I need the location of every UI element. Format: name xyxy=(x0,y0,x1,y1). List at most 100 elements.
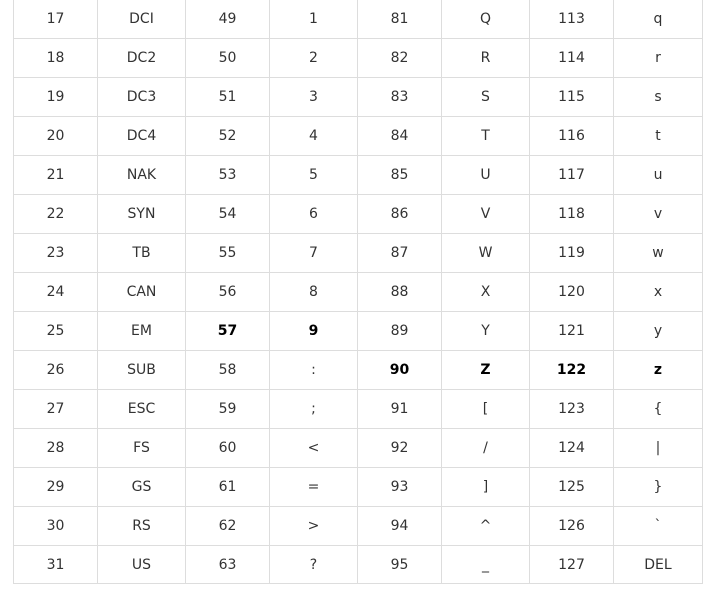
table-cell-char: DEL xyxy=(613,545,703,584)
ascii-table: 17 DCI 49 1 81 Q 113 q 18 DC2 50 2 82 R 114 r 19 DC3 51 3 83… xyxy=(13,0,703,584)
table-cell-char: { xyxy=(613,389,703,429)
table-cell-char: DC3 xyxy=(97,77,186,117)
table-cell-char: GS xyxy=(97,467,186,507)
table-row: 31 US 63? 95 _ 127 DEL xyxy=(13,545,703,584)
table-cell-char: ? xyxy=(269,545,358,584)
table-cell-char: T xyxy=(441,116,530,156)
table-row: 24 CAN 56 8 88 X 120 x xyxy=(13,272,703,312)
table-cell-decimal: 60 xyxy=(185,428,270,468)
table-cell-decimal: 81 xyxy=(357,0,442,39)
table-cell-decimal: 124 xyxy=(529,428,614,468)
table-cell-decimal: 120 xyxy=(529,272,614,312)
table-cell-decimal: 126 xyxy=(529,506,614,546)
table-cell-char: z xyxy=(613,350,703,390)
table-cell-decimal: 93 xyxy=(357,467,442,507)
table-cell-decimal: 63 xyxy=(185,545,270,584)
table-cell-char: CAN xyxy=(97,272,186,312)
table-row: 17 DCI 49 1 81 Q 113 q xyxy=(13,0,703,39)
table-cell-decimal: 91 xyxy=(357,389,442,429)
table-cell-decimal: 88 xyxy=(357,272,442,312)
table-cell-decimal: 117 xyxy=(529,155,614,195)
table-row: 19 DC3 51 3 83 S 115 s xyxy=(13,77,703,117)
table-cell-char: s xyxy=(613,77,703,117)
table-cell-char: | xyxy=(613,428,703,468)
table-cell-decimal: 58 xyxy=(185,350,270,390)
table-cell-decimal: 125 xyxy=(529,467,614,507)
table-cell-char: 8 xyxy=(269,272,358,312)
table-cell-char: US xyxy=(97,545,186,584)
table-cell-char: u xyxy=(613,155,703,195)
table-cell-decimal: 84 xyxy=(357,116,442,156)
table-cell-decimal: 31 xyxy=(13,545,98,584)
table-cell-decimal: 94 xyxy=(357,506,442,546)
table-cell-decimal: 17 xyxy=(13,0,98,39)
table-cell-decimal: 29 xyxy=(13,467,98,507)
table-row: 18 DC2 50 2 82 R 114 r xyxy=(13,38,703,78)
table-cell-char: R xyxy=(441,38,530,78)
table-cell-decimal: 90 xyxy=(357,350,442,390)
table-cell-char: v xyxy=(613,194,703,234)
table-cell-char: < xyxy=(269,428,358,468)
table-cell-char: U xyxy=(441,155,530,195)
table-cell-decimal: 115 xyxy=(529,77,614,117)
table-cell-char: = xyxy=(269,467,358,507)
table-cell-decimal: 87 xyxy=(357,233,442,273)
table-cell-decimal: 83 xyxy=(357,77,442,117)
table-row: 27 ESC 59; 91[123{ xyxy=(13,389,703,429)
table-cell-char: y xyxy=(613,311,703,351)
table-row: 23 TB 55 7 87 W 119 w xyxy=(13,233,703,273)
table-cell-decimal: 119 xyxy=(529,233,614,273)
table-cell-decimal: 27 xyxy=(13,389,98,429)
table-row: 22 SYN 54 6 86 V 118 v xyxy=(13,194,703,234)
table-cell-char: : xyxy=(269,350,358,390)
table-cell-char: ] xyxy=(441,467,530,507)
table-cell-char: 1 xyxy=(269,0,358,39)
table-cell-char: 4 xyxy=(269,116,358,156)
table-cell-char: 5 xyxy=(269,155,358,195)
table-row: 28 FS 60 <92/124 | xyxy=(13,428,703,468)
table-cell-decimal: 19 xyxy=(13,77,98,117)
table-cell-char: EM xyxy=(97,311,186,351)
table-cell-decimal: 121 xyxy=(529,311,614,351)
table-cell-char: > xyxy=(269,506,358,546)
table-cell-char: 7 xyxy=(269,233,358,273)
table-cell-char: [ xyxy=(441,389,530,429)
table-cell-decimal: 50 xyxy=(185,38,270,78)
table-cell-char: DC2 xyxy=(97,38,186,78)
table-cell-decimal: 22 xyxy=(13,194,98,234)
table-cell-decimal: 57 xyxy=(185,311,270,351)
table-cell-char: 6 xyxy=(269,194,358,234)
table-cell-char: V xyxy=(441,194,530,234)
table-cell-char: } xyxy=(613,467,703,507)
table-cell-decimal: 54 xyxy=(185,194,270,234)
table-cell-decimal: 92 xyxy=(357,428,442,468)
table-cell-char: r xyxy=(613,38,703,78)
table-cell-decimal: 26 xyxy=(13,350,98,390)
table-cell-char: q xyxy=(613,0,703,39)
table-cell-char: TB xyxy=(97,233,186,273)
table-row: 25 EM 57 9 89 Y 121 y xyxy=(13,311,703,351)
table-cell-decimal: 55 xyxy=(185,233,270,273)
table-cell-char: x xyxy=(613,272,703,312)
table-cell-char: 3 xyxy=(269,77,358,117)
table-row: 26 SUB 58:90 Z 122 z xyxy=(13,350,703,390)
table-cell-decimal: 49 xyxy=(185,0,270,39)
table-cell-decimal: 25 xyxy=(13,311,98,351)
table-cell-decimal: 28 xyxy=(13,428,98,468)
table-cell-decimal: 61 xyxy=(185,467,270,507)
table-cell-decimal: 118 xyxy=(529,194,614,234)
table-cell-decimal: 20 xyxy=(13,116,98,156)
table-row: 21 NAK 53 5 85 U 117 u xyxy=(13,155,703,195)
table-cell-decimal: 23 xyxy=(13,233,98,273)
table-cell-decimal: 122 xyxy=(529,350,614,390)
table-cell-char: ESC xyxy=(97,389,186,429)
table-cell-char: SYN xyxy=(97,194,186,234)
table-cell-decimal: 114 xyxy=(529,38,614,78)
table-cell-decimal: 62 xyxy=(185,506,270,546)
table-row: 29 GS 61 = 93] 125} xyxy=(13,467,703,507)
table-cell-char: w xyxy=(613,233,703,273)
table-cell-decimal: 85 xyxy=(357,155,442,195)
table-cell-decimal: 56 xyxy=(185,272,270,312)
table-cell-decimal: 82 xyxy=(357,38,442,78)
table-cell-decimal: 52 xyxy=(185,116,270,156)
